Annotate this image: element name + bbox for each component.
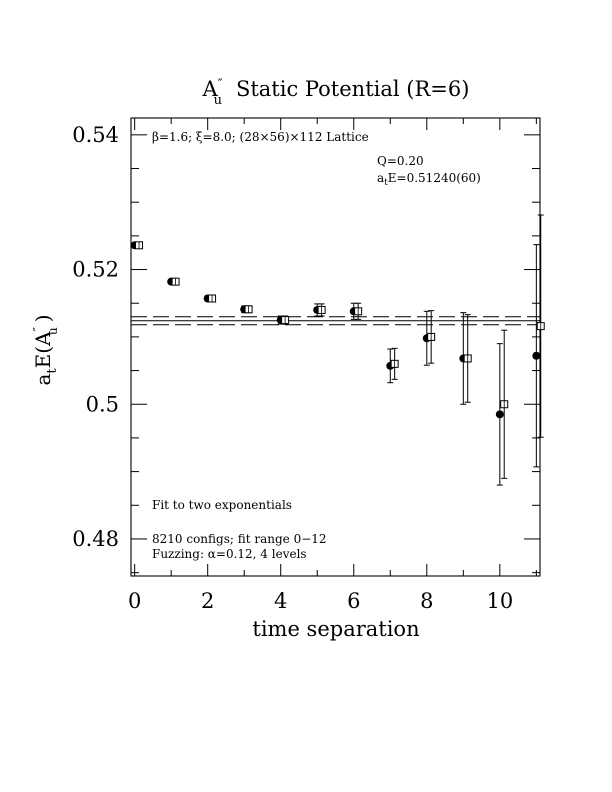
y-tick-label: 0.52 <box>72 258 119 282</box>
x-tick-label: 10 <box>486 589 513 613</box>
data-markers <box>130 241 545 419</box>
annotation-q-value: Q=0.20 <box>377 154 424 168</box>
ylabel-suffix: ) <box>31 314 55 322</box>
title-symbol-sup: ″ <box>218 77 223 92</box>
chart-title: A″ u Static Potential (R=6) <box>202 77 470 108</box>
y-tick-label: 0.5 <box>86 392 119 416</box>
plot-frame <box>130 117 541 577</box>
y-tick-label: 0.54 <box>72 123 119 147</box>
annotation-energy-prefix: a <box>377 171 384 185</box>
title-text: Static Potential (R=6) <box>236 77 469 101</box>
annotation-fuzzing: Fuzzing: α=0.12, 4 levels <box>152 547 307 561</box>
svg-text:atE(A″u): atE(A″u) <box>31 314 60 385</box>
annotation-energy: atE=0.51240(60) <box>377 171 481 188</box>
annotation-lattice: β=1.6; ξ=8.0; (28×56)×112 Lattice <box>152 130 369 144</box>
annotation-energy-rest: E=0.51240(60) <box>388 171 481 185</box>
x-tick-label: 4 <box>274 589 287 613</box>
data-point-circle <box>532 351 541 360</box>
y-axis-label: atE(A″u) <box>31 314 60 385</box>
annotation-configs: 8210 configs; fit range 0−12 <box>152 532 327 546</box>
x-tick-label: 8 <box>420 589 433 613</box>
x-axis-label: time separation <box>252 617 419 641</box>
y-tick-labels: 0.48 0.5 0.52 0.54 <box>72 123 119 551</box>
ylabel-main-sub: u <box>46 327 60 335</box>
data-point-circle <box>495 410 504 419</box>
ylabel-prefix-sub: t <box>45 368 60 374</box>
x-tick-label: 0 <box>128 589 141 613</box>
y-tick-label: 0.48 <box>72 527 119 551</box>
annotation-fit-type: Fit to two exponentials <box>152 498 292 512</box>
x-tick-label: 2 <box>201 589 214 613</box>
ylabel-main: E(A <box>31 331 55 368</box>
ylabel-main-sup: ″ <box>31 327 45 332</box>
error-bars <box>131 214 544 486</box>
title-symbol-sub: u <box>214 93 222 108</box>
ylabel-prefix: a <box>31 374 55 386</box>
title-symbol: A <box>202 77 219 101</box>
annotation-energy-sub: t <box>384 178 388 188</box>
fit-band <box>131 316 540 326</box>
axis-ticks <box>131 118 540 576</box>
x-tick-labels: 0 2 4 6 8 10 <box>128 589 513 613</box>
x-tick-label: 6 <box>347 589 360 613</box>
